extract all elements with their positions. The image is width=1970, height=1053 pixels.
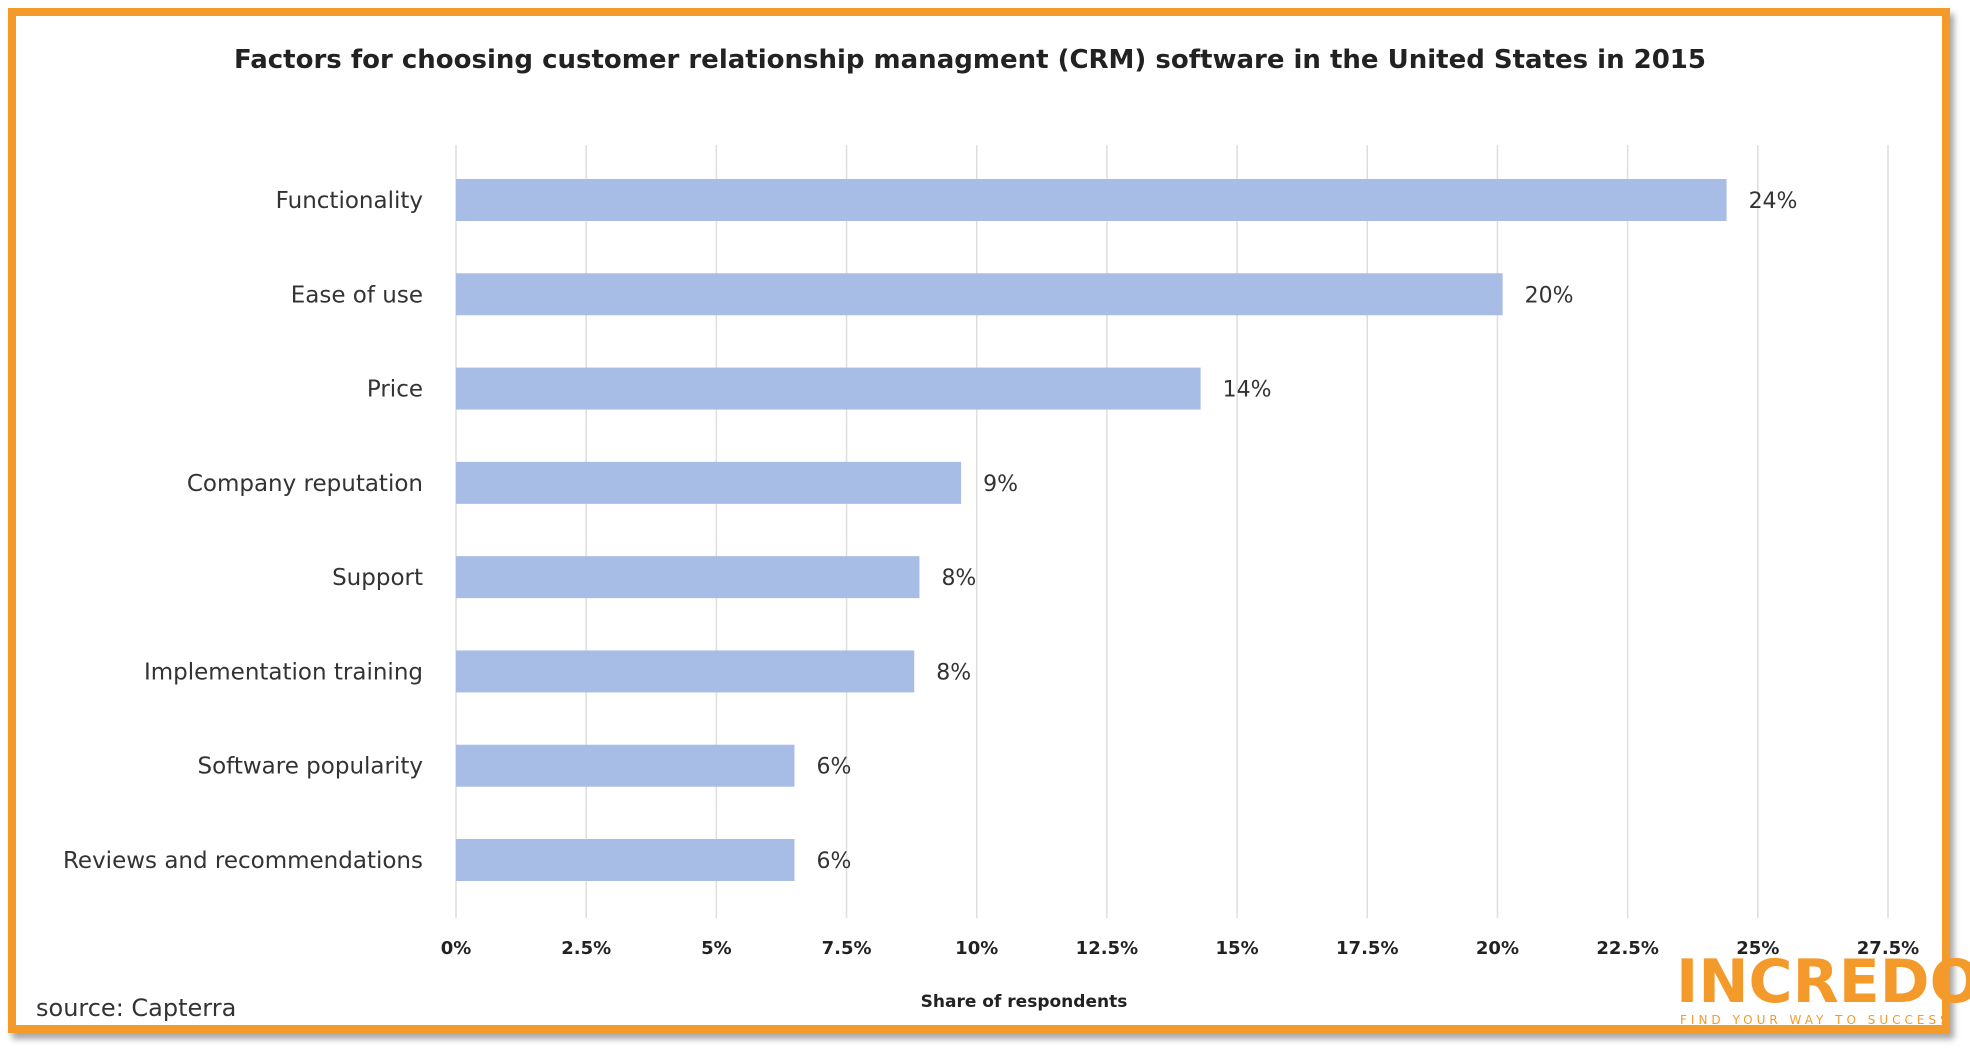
data-label: 8% [936, 660, 971, 685]
x-axis-ticks: 0% 2.5% 5% 7.5% 10% 12.5% 15% 17.5% 20% 22.5% 25% 2… [441, 938, 1920, 959]
x-tick-label: 5% [701, 938, 732, 959]
source-note: source: Capterra [36, 994, 236, 1022]
bars: Functionality 24% Ease of use 20% Price 14% Co… [63, 179, 1798, 881]
bar [456, 273, 1503, 316]
data-label: 14% [1223, 378, 1272, 403]
gridlines [455, 145, 1889, 918]
category-label: Implementation training [144, 659, 423, 685]
category-label: Reviews and recommendations [63, 848, 423, 874]
chart-frame [8, 8, 1950, 1033]
bar [456, 839, 795, 881]
data-label: 20% [1525, 283, 1574, 308]
bar [456, 179, 1727, 221]
data-label: 9% [983, 472, 1018, 497]
x-tick-label: 7.5% [822, 938, 872, 959]
bar [456, 367, 1201, 410]
bar [456, 461, 962, 504]
category-label: Functionality [276, 188, 423, 214]
logo-tagline: FIND YOUR WAY TO SUCCESS [1680, 1013, 1952, 1027]
bar [456, 556, 920, 599]
x-tick-label: 27.5% [1857, 938, 1919, 959]
bar [456, 650, 915, 693]
x-tick-label: 15% [1216, 938, 1259, 959]
category-label: Software popularity [197, 754, 423, 780]
data-label: 8% [941, 566, 976, 591]
chart-title: Factors for choosing customer relationsh… [234, 45, 1706, 75]
x-tick-label: 20% [1476, 938, 1519, 959]
x-tick-label: 17.5% [1336, 938, 1398, 959]
category-label: Ease of use [291, 282, 423, 308]
category-label: Company reputation [187, 471, 423, 497]
category-label: Support [332, 565, 423, 591]
x-tick-label: 0% [441, 938, 472, 959]
x-tick-label: 25% [1736, 938, 1779, 959]
x-axis-label: Share of respondents [921, 992, 1128, 1012]
x-tick-label: 12.5% [1076, 938, 1138, 959]
x-tick-label: 10% [955, 938, 998, 959]
category-label: Price [367, 377, 423, 403]
bar [456, 744, 795, 787]
data-label: 24% [1749, 189, 1798, 214]
logo-wordmark: INCREDO [1676, 947, 1970, 1017]
incredo-logo: INCREDO FIND YOUR WAY TO SUCCESS [1676, 947, 1970, 1027]
x-tick-label: 22.5% [1596, 938, 1658, 959]
x-tick-label: 2.5% [561, 938, 611, 959]
data-label: 6% [816, 849, 851, 874]
data-label: 6% [816, 755, 851, 780]
